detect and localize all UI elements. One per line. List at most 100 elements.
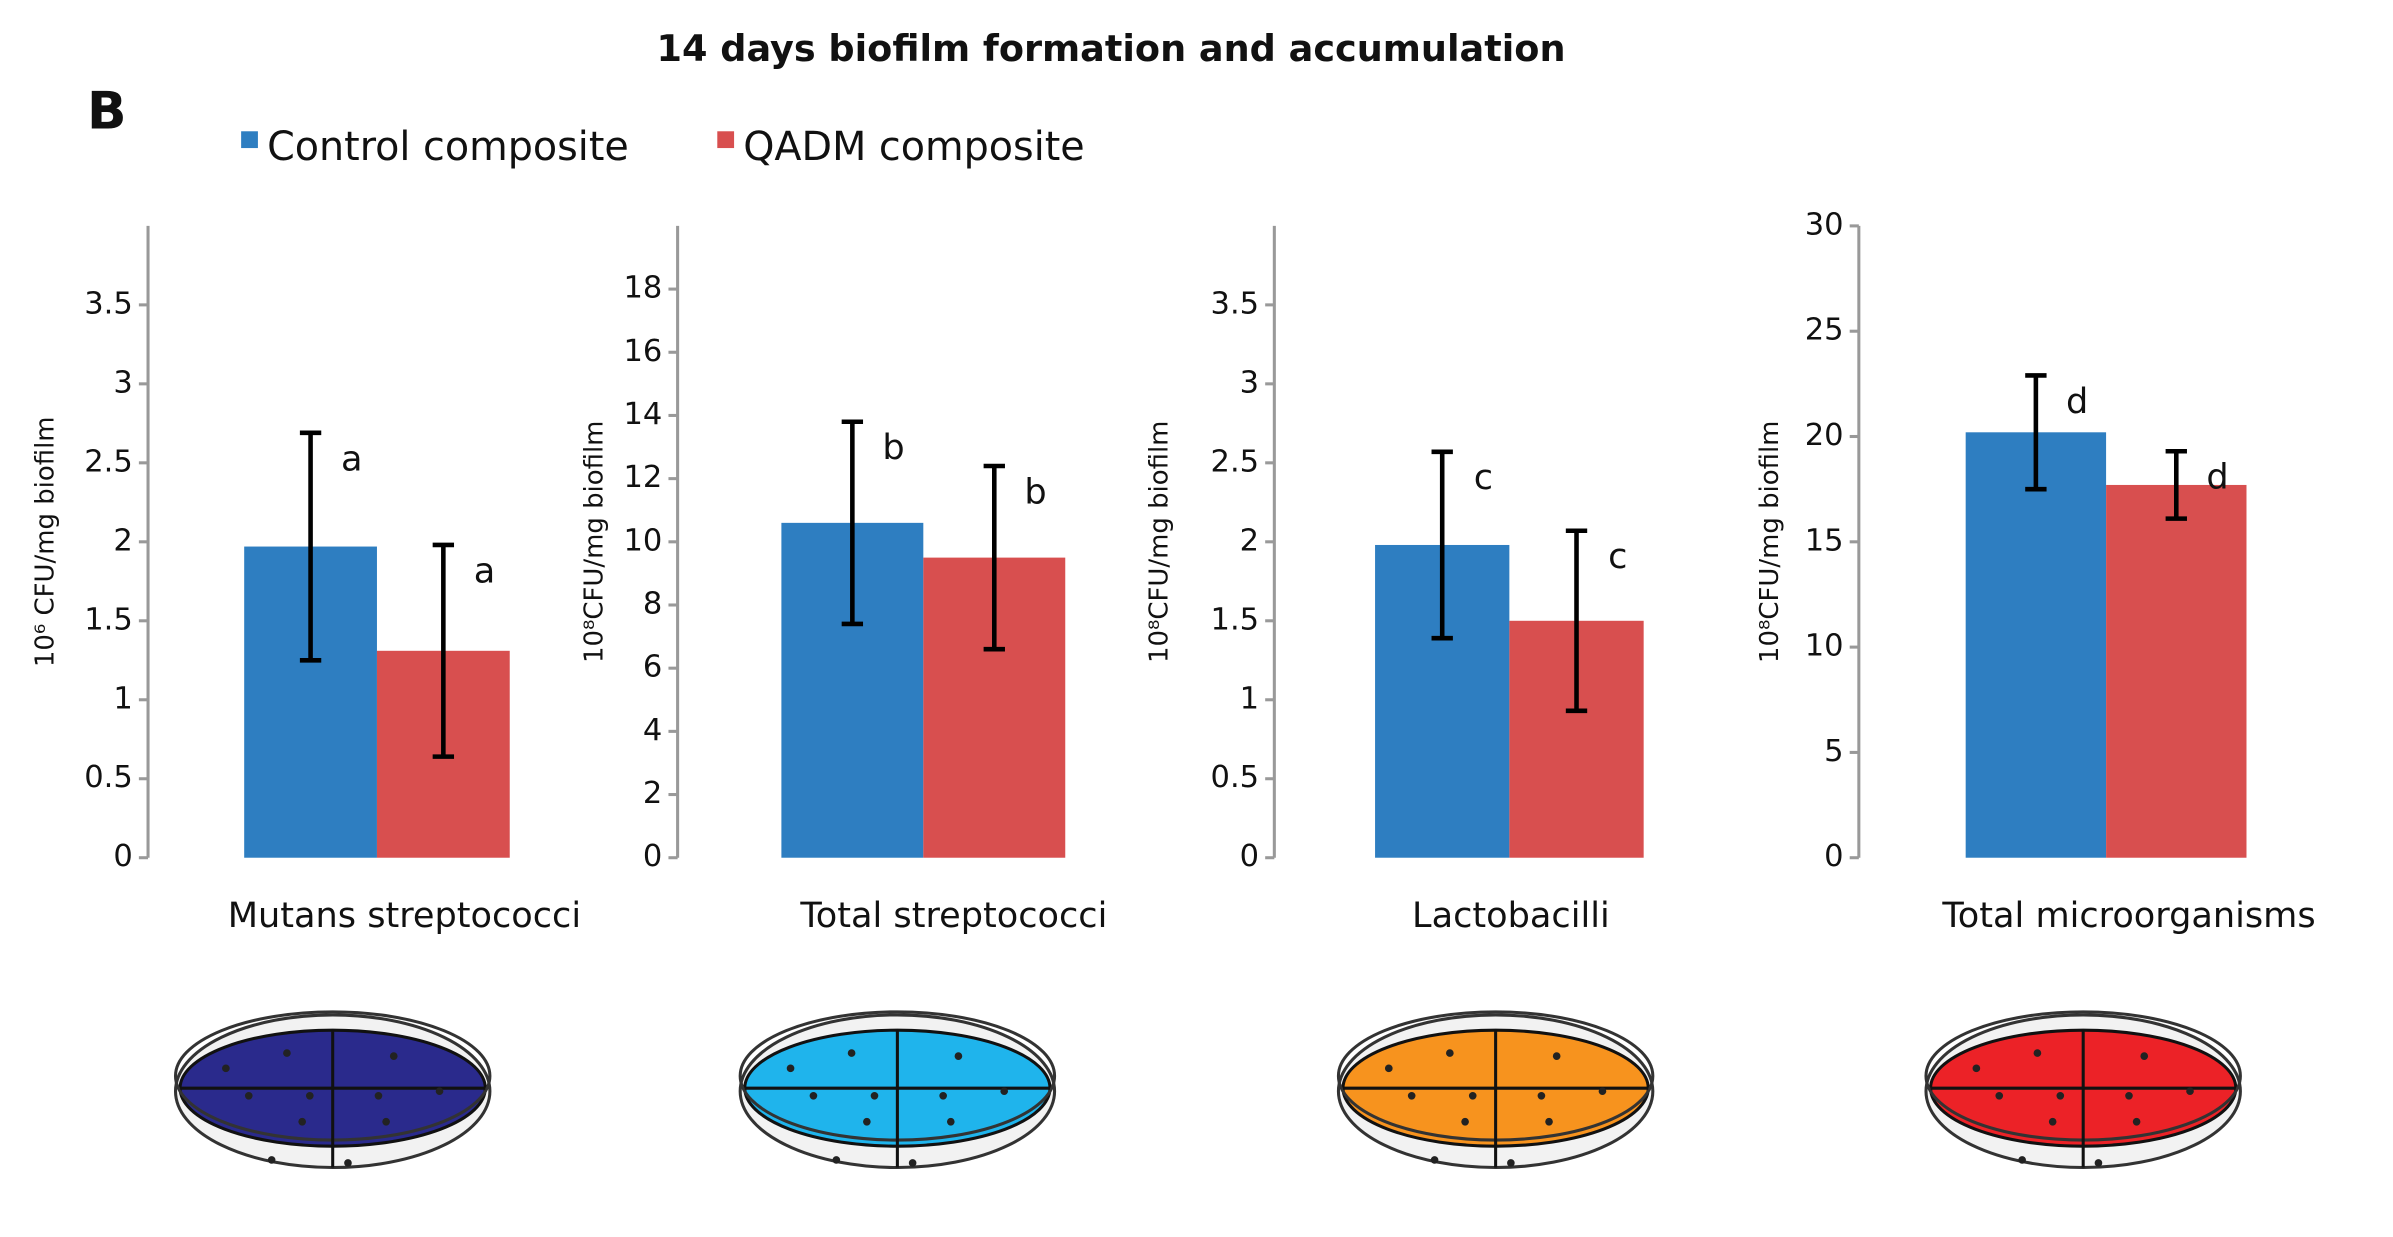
error-bar [299, 430, 322, 663]
error-bar [2025, 373, 2047, 492]
colony [908, 1159, 917, 1167]
significance-letter: a [341, 438, 363, 479]
colony [344, 1159, 352, 1167]
error-bar [841, 419, 864, 627]
error-bar [1565, 528, 1588, 714]
colony [847, 1049, 856, 1057]
y-tick-label: 10 [1805, 629, 1844, 664]
colony [809, 1091, 818, 1100]
colony [1407, 1091, 1416, 1100]
colony [435, 1087, 444, 1096]
petri-dish [1336, 1010, 1655, 1170]
x-category-label: Lactobacilli [1412, 895, 1610, 936]
y-tick-label: 16 [624, 334, 663, 369]
y-tick-label: 8 [643, 586, 662, 621]
colony [2018, 1156, 2026, 1164]
colony [1384, 1064, 1393, 1073]
colony [298, 1117, 306, 1126]
petri-dish [738, 1010, 1057, 1170]
petri-dish [1924, 1010, 2242, 1170]
legend-swatch [241, 131, 258, 149]
colony [267, 1156, 276, 1164]
bar [2106, 484, 2247, 858]
colony [1545, 1117, 1553, 1126]
colony [244, 1091, 253, 1100]
y-tick-label: 2.5 [1211, 444, 1260, 479]
colony [283, 1049, 291, 1057]
significance-letter: a [474, 550, 496, 591]
colony [374, 1091, 383, 1100]
x-category-label: Mutans streptococci [228, 895, 581, 936]
colony [1995, 1091, 2004, 1100]
y-tick-label: 1 [1240, 681, 1259, 716]
dish-grid [180, 1030, 486, 1168]
colony [1446, 1049, 1454, 1057]
colony [1598, 1087, 1607, 1096]
panel-label: B [87, 81, 127, 141]
y-tick-label: 3.5 [84, 286, 133, 321]
colony [222, 1064, 230, 1073]
y-tick-label: 20 [1805, 418, 1844, 453]
y-tick-label: 10 [624, 523, 663, 558]
y-tick-label: 0 [1824, 839, 1843, 874]
y-tick-label: 4 [643, 713, 662, 748]
y-tick-label: 0.5 [1211, 760, 1260, 795]
colony [939, 1091, 947, 1100]
dish-grid [1343, 1030, 1649, 1168]
y-tick-label: 15 [1805, 523, 1844, 558]
legend-label: QADM composite [743, 124, 1084, 170]
figure-title: 14 days biofilm formation and accumulati… [657, 27, 1566, 70]
y-tick-label: 2 [113, 523, 132, 558]
colony [1461, 1117, 1469, 1126]
colony [946, 1117, 955, 1126]
significance-letter: d [2206, 457, 2228, 498]
y-axis-title: 10⁸CFU/mg biofilm [1755, 421, 1785, 663]
colony [1537, 1091, 1546, 1100]
error-bar [1431, 449, 1453, 641]
y-tick-label: 2.5 [84, 444, 133, 479]
petri-dish [173, 1010, 492, 1170]
colony [2186, 1087, 2194, 1096]
y-tick-label: 18 [624, 271, 663, 306]
y-axis-title: 10⁸CFU/mg biofilm [580, 421, 610, 663]
y-tick-label: 3.5 [1211, 286, 1260, 321]
significance-letter: b [882, 427, 904, 468]
y-tick-label: 5 [1824, 734, 1843, 769]
error-bar [983, 463, 1005, 652]
dish-grid [744, 1030, 1050, 1168]
colony [2048, 1117, 2057, 1126]
y-tick-label: 25 [1805, 313, 1844, 348]
y-tick-label: 2 [643, 776, 662, 811]
y-tick-label: 12 [624, 460, 663, 495]
error-bar [2165, 448, 2187, 521]
colony [382, 1117, 390, 1126]
bar [1965, 432, 2107, 858]
y-tick-label: 3 [1240, 365, 1259, 400]
legend-swatch [717, 131, 735, 149]
y-tick-label: 2 [1240, 523, 1259, 558]
colony [786, 1064, 795, 1073]
colony [870, 1091, 879, 1100]
dish-grid [1930, 1030, 2236, 1168]
y-axis-title: 10⁶ CFU/mg biofilm [30, 416, 60, 667]
colony [863, 1117, 871, 1126]
y-tick-label: 0 [643, 839, 662, 874]
colony [1507, 1159, 1515, 1167]
x-category-label: Total streptococci [799, 895, 1107, 936]
colony [832, 1156, 841, 1164]
significance-letter: c [1474, 457, 1493, 498]
colony [305, 1091, 314, 1100]
colony [2033, 1049, 2042, 1057]
y-tick-label: 30 [1805, 207, 1844, 242]
legend-label: Control composite [267, 124, 629, 170]
colony [1430, 1156, 1439, 1164]
y-tick-label: 1.5 [1211, 602, 1260, 637]
colony [1468, 1091, 1477, 1100]
colony [2056, 1091, 2065, 1100]
colony [1000, 1087, 1009, 1096]
significance-letter: b [1024, 471, 1046, 512]
significance-letter: d [2066, 381, 2088, 422]
y-axis-title: 10⁸CFU/mg biofilm [1144, 421, 1174, 663]
